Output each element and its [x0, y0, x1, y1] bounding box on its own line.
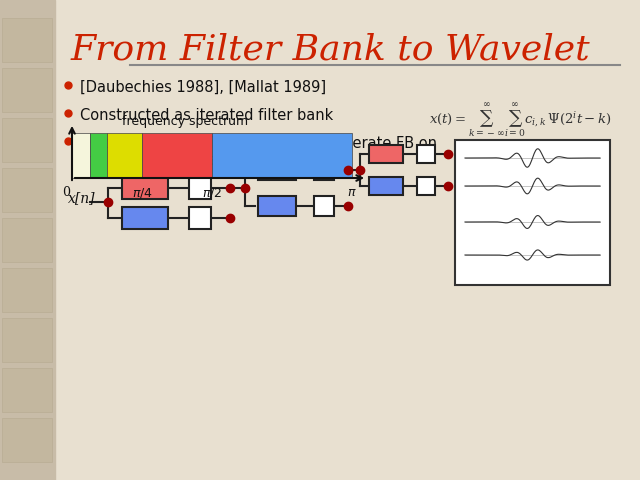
- Text: Constructed as iterated filter bank: Constructed as iterated filter bank: [80, 108, 333, 123]
- FancyBboxPatch shape: [417, 177, 435, 195]
- FancyBboxPatch shape: [122, 207, 168, 229]
- Bar: [455, 140, 610, 285]
- Bar: [2, 168, 52, 212]
- Bar: [212, 133, 352, 178]
- Bar: [0, 0, 55, 480]
- FancyBboxPatch shape: [258, 196, 296, 216]
- Bar: [2, 268, 52, 312]
- Text: 0: 0: [62, 186, 70, 199]
- Bar: [107, 133, 142, 178]
- Text: frequency spectrum: frequency spectrum: [122, 115, 248, 128]
- Bar: [2, 368, 52, 412]
- FancyBboxPatch shape: [369, 177, 403, 195]
- FancyBboxPatch shape: [314, 160, 334, 180]
- Text: [Daubechies 1988], [Mallat 1989]: [Daubechies 1988], [Mallat 1989]: [80, 80, 326, 95]
- Text: $\pi/4$: $\pi/4$: [131, 186, 152, 200]
- FancyBboxPatch shape: [314, 196, 334, 216]
- Bar: [2, 118, 52, 162]
- Bar: [2, 418, 52, 462]
- FancyBboxPatch shape: [258, 160, 296, 180]
- FancyBboxPatch shape: [189, 207, 211, 229]
- Text: $x(t) = \sum_{k=-\infty}^{\infty} \sum_{i=0}^{\infty} c_{i,k}\, \Psi(2^i t - k)$: $x(t) = \sum_{k=-\infty}^{\infty} \sum_{…: [429, 101, 611, 139]
- Text: Discrete Wavelet Transform (DWT): iterate FB on
the lowpass subband: Discrete Wavelet Transform (DWT): iterat…: [80, 136, 437, 168]
- Bar: [2, 18, 52, 62]
- Text: $\pi$: $\pi$: [347, 186, 357, 199]
- Bar: [142, 133, 212, 178]
- Text: From Filter Bank to Wavelet: From Filter Bank to Wavelet: [70, 32, 590, 66]
- Text: x[n]: x[n]: [68, 191, 95, 205]
- Bar: [2, 218, 52, 262]
- Bar: [2, 68, 52, 112]
- FancyBboxPatch shape: [189, 177, 211, 199]
- Bar: [90, 133, 107, 178]
- Text: $\pi/2$: $\pi/2$: [202, 186, 222, 200]
- Bar: [2, 318, 52, 362]
- Bar: [72, 133, 90, 178]
- FancyBboxPatch shape: [122, 177, 168, 199]
- FancyBboxPatch shape: [417, 145, 435, 163]
- FancyBboxPatch shape: [369, 145, 403, 163]
